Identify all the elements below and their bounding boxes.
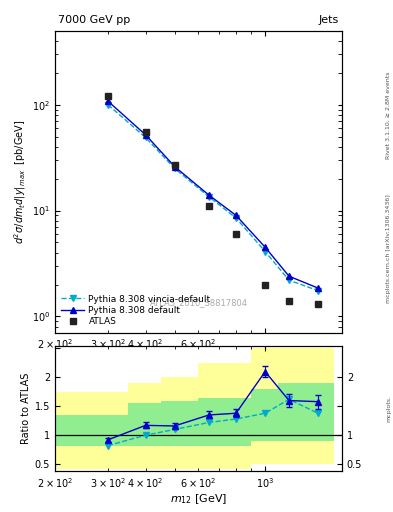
Pythia 8.308 default (143, 132, 148, 138)
ATLAS (316, 301, 320, 307)
Pythia 8.308 vincia-default (286, 277, 291, 283)
Pythia 8.308 vincia-default (234, 215, 239, 221)
Line: Pythia 8.308 default: Pythia 8.308 default (105, 98, 321, 291)
Pythia 8.308 default (286, 273, 291, 279)
Pythia 8.308 default (263, 244, 268, 250)
Pythia 8.308 vincia-default (207, 194, 211, 200)
X-axis label: $m_{12}$ [GeV]: $m_{12}$ [GeV] (170, 493, 227, 506)
Pythia 8.308 default (106, 98, 110, 104)
Pythia 8.308 vincia-default (143, 135, 148, 141)
ATLAS (143, 129, 148, 135)
Pythia 8.308 default (172, 163, 177, 169)
Text: mcplots.cern.ch [arXiv:1306.3436]: mcplots.cern.ch [arXiv:1306.3436] (386, 194, 391, 303)
Pythia 8.308 vincia-default (263, 248, 268, 254)
ATLAS (106, 93, 110, 99)
Y-axis label: $d^2\sigma/dm_{t}d|y|_{max}$  [pb/GeV]: $d^2\sigma/dm_{t}d|y|_{max}$ [pb/GeV] (12, 119, 28, 244)
ATLAS (286, 298, 291, 304)
ATLAS (172, 162, 177, 168)
ATLAS (207, 203, 211, 209)
Pythia 8.308 vincia-default (106, 102, 110, 108)
Text: ATLAS_2010_S8817804: ATLAS_2010_S8817804 (149, 298, 248, 307)
Line: Pythia 8.308 vincia-default: Pythia 8.308 vincia-default (105, 102, 321, 293)
Pythia 8.308 default (234, 212, 239, 219)
Pythia 8.308 vincia-default (316, 288, 320, 294)
Pythia 8.308 vincia-default (172, 165, 177, 172)
Pythia 8.308 default (207, 192, 211, 198)
Pythia 8.308 default (316, 285, 320, 291)
Legend: Pythia 8.308 vincia-default, Pythia 8.308 default, ATLAS: Pythia 8.308 vincia-default, Pythia 8.30… (59, 293, 212, 328)
Text: 7000 GeV pp: 7000 GeV pp (58, 15, 130, 25)
Y-axis label: Ratio to ATLAS: Ratio to ATLAS (20, 373, 31, 444)
Text: mcplots.: mcplots. (386, 395, 391, 422)
ATLAS (234, 231, 239, 237)
Line: ATLAS: ATLAS (105, 94, 321, 307)
Text: Jets: Jets (319, 15, 339, 25)
ATLAS (263, 282, 268, 288)
Text: Rivet 3.1.10, ≥ 2.8M events: Rivet 3.1.10, ≥ 2.8M events (386, 72, 391, 159)
